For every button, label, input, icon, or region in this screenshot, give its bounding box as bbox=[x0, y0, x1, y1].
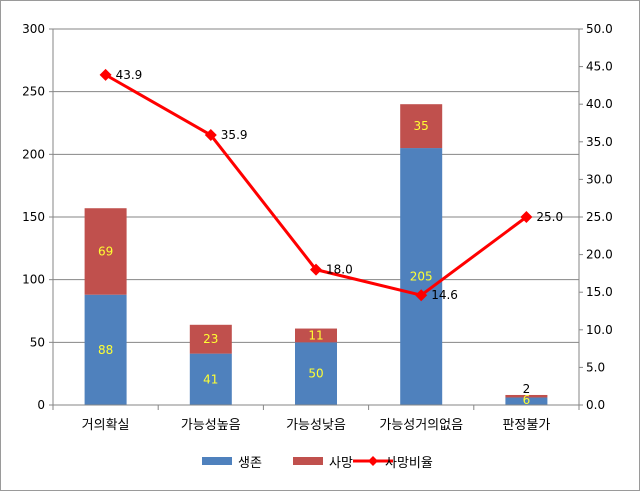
bar-survive-label: 205 bbox=[410, 270, 433, 284]
rate-label: 43.9 bbox=[116, 68, 143, 82]
left-tick-label: 0 bbox=[37, 398, 45, 412]
left-tick-label: 200 bbox=[22, 147, 45, 161]
rate-label: 35.9 bbox=[221, 128, 248, 142]
line-series: 43.9 35.9 18.0 14.6 25.0 bbox=[99, 68, 563, 302]
rate-label: 18.0 bbox=[326, 263, 353, 277]
legend-swatch-survive bbox=[202, 457, 232, 465]
right-tick-label: 50.0 bbox=[586, 22, 613, 36]
bar-survive bbox=[505, 397, 548, 405]
bar-survive-label: 88 bbox=[98, 343, 113, 357]
right-tick-label: 30.0 bbox=[586, 172, 613, 186]
right-tick-label: 10.0 bbox=[586, 323, 613, 337]
category-label: 거의확실 bbox=[82, 418, 130, 433]
legend-swatch-death bbox=[293, 457, 323, 465]
rate-label: 25.0 bbox=[536, 210, 563, 224]
category-label: 가능성높음 bbox=[181, 418, 241, 433]
category-label: 판정불가 bbox=[502, 418, 550, 433]
axes: 0501001502002503000.05.010.015.020.025.0… bbox=[22, 22, 613, 433]
bar-death bbox=[295, 328, 337, 343]
right-tick-label: 20.0 bbox=[586, 248, 613, 262]
rate-marker bbox=[310, 263, 322, 276]
right-tick-label: 0.0 bbox=[586, 398, 605, 412]
bar-survive-label: 41 bbox=[203, 372, 218, 386]
left-tick-label: 100 bbox=[22, 273, 45, 287]
category-label: 가능성거의없음 bbox=[379, 418, 463, 433]
rate-marker bbox=[99, 68, 112, 81]
right-tick-label: 45.0 bbox=[586, 60, 613, 74]
bar-survive-label: 50 bbox=[308, 367, 323, 381]
bar-death bbox=[505, 394, 548, 398]
category-label: 가능성낮음 bbox=[286, 418, 346, 433]
bar-survive bbox=[189, 353, 232, 405]
legend-label-death: 사망 bbox=[329, 456, 353, 471]
bar-series: 88 69 41 23 50 11 205 35 62 bbox=[84, 104, 548, 407]
right-tick-label: 15.0 bbox=[586, 285, 613, 299]
gridlines bbox=[53, 28, 579, 343]
rate-label: 14.6 bbox=[431, 288, 458, 302]
bar-survive bbox=[400, 148, 443, 406]
right-tick-label: 35.0 bbox=[586, 135, 613, 149]
right-tick-label: 40.0 bbox=[586, 97, 613, 111]
legend-marker-rate bbox=[368, 456, 378, 466]
legend-label-survive: 생존 bbox=[238, 456, 262, 471]
rate-marker bbox=[415, 289, 428, 302]
left-tick-label: 50 bbox=[30, 335, 45, 349]
rate-marker bbox=[204, 129, 217, 142]
bar-death bbox=[84, 208, 127, 295]
bar-survive bbox=[84, 294, 127, 405]
left-tick-label: 150 bbox=[22, 210, 45, 224]
bar-death bbox=[400, 104, 443, 149]
bar-death-label: 2 bbox=[523, 382, 531, 396]
rate-marker bbox=[520, 211, 533, 223]
bar-death bbox=[189, 324, 232, 354]
bar-survive bbox=[295, 342, 337, 405]
legend-label-rate: 사망비율 bbox=[385, 456, 433, 471]
rate-line bbox=[104, 73, 528, 297]
bar-death-label: 23 bbox=[203, 332, 218, 346]
bar-death-label: 35 bbox=[414, 119, 429, 133]
legend: 생존 사망 사망비율 bbox=[202, 456, 433, 471]
bar-death-label: 69 bbox=[98, 244, 113, 258]
right-tick-label: 25.0 bbox=[586, 210, 613, 224]
right-tick-label: 5.0 bbox=[586, 360, 605, 374]
bar-survive-label: 6 bbox=[523, 393, 531, 407]
left-tick-label: 300 bbox=[22, 22, 45, 36]
left-tick-label: 250 bbox=[22, 85, 45, 99]
bar-death-label: 11 bbox=[308, 328, 323, 342]
